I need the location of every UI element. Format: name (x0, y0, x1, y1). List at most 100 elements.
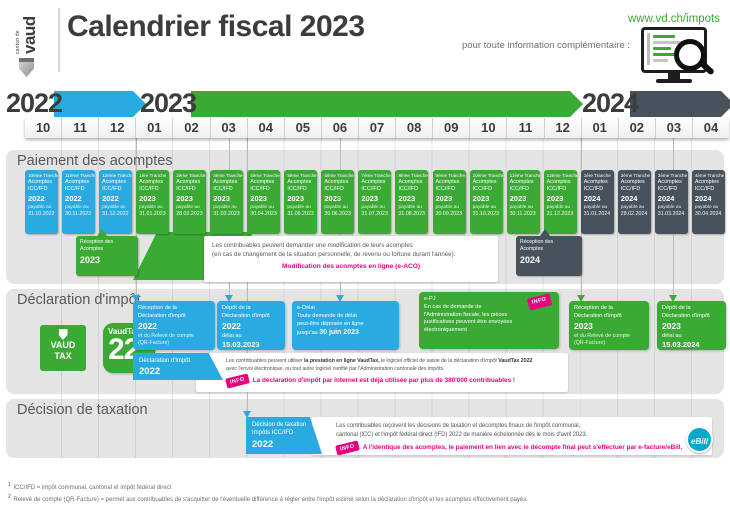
tranche-year: 2023 (509, 194, 527, 203)
tranche-ordinal: 7ème Tranche (361, 173, 391, 178)
tranche-ordinal: 11ème Tranche (65, 173, 96, 178)
tranche-iccifd-label: ICC/IFD (694, 185, 715, 192)
impots-url-link[interactable]: www.vd.ch/impots (627, 13, 720, 25)
tranche-acomptes-label: Acomptes (287, 178, 312, 185)
tranche-box: 12ème Tranche Acomptes ICC/IFD 2023 paya… (543, 170, 577, 234)
tranche-box: 11ème Tranche Acomptes ICC/IFD 2022 paya… (62, 170, 96, 234)
tranche-acomptes-label: Acomptes (102, 178, 127, 185)
taxation-highlight: A l'identique des acomptes, le paiement … (362, 444, 683, 452)
tranche-year: 2023 (324, 194, 342, 203)
month-cell: 04 (703, 120, 719, 135)
tranche-ordinal: 5ème Tranche (287, 173, 317, 178)
month-cell: 11 (507, 118, 545, 138)
tranche-ordinal: 2ème Tranche (176, 173, 206, 178)
footnotes: 1 ICC/IFD = impôt communal, cantonal et … (8, 481, 724, 505)
logo-vaud: vaud (20, 16, 39, 54)
tranche-year: 2023 (435, 194, 453, 203)
tranche-box: 7ème Tranche Acomptes ICC/IFD 2023 payab… (358, 170, 392, 234)
tranche-iccifd-label: ICC/IFD (509, 185, 530, 192)
edelai-date: 30 juin 2023 (319, 329, 359, 337)
tranche-date: 31.03.2024 (657, 210, 685, 217)
tranche-row: 10ème Tranche Acomptes ICC/IFD 2022 paya… (25, 170, 729, 234)
year-band-2022 (54, 91, 146, 117)
connector-pin (577, 295, 585, 302)
connector-pin (669, 295, 677, 302)
tranche-payable-label: payable au (176, 204, 200, 210)
tranche-payable-label: payable au (65, 204, 89, 210)
tranche-date: 30.04.2024 (694, 210, 722, 217)
tranche-ordinal: 8ème Tranche (398, 173, 428, 178)
tranche-date: 28.02.2023 (176, 210, 203, 217)
tranche-date: 31.10.2023 (472, 210, 500, 217)
tranche-box: 4ème Tranche Acomptes ICC/IFD 2024 payab… (691, 170, 725, 234)
tranche-date: 31.12.2022 (102, 210, 129, 217)
tranche-payable-label: payable au (139, 204, 163, 210)
tranche-ordinal: 12ème Tranche (546, 173, 577, 178)
tranche-ordinal: 9ème Tranche (435, 173, 465, 178)
section-title-declaration: Déclaration d'impôt (17, 292, 141, 308)
tranche-year: 2022 (28, 194, 45, 203)
tranche-date: 31.05.2023 (287, 210, 314, 217)
tranche-iccifd-label: ICC/IFD (250, 185, 270, 192)
tranche-year: 2023 (361, 194, 379, 203)
reception-acomptes-2023-box: Réception des Acomptes 2023 (76, 236, 138, 276)
reception-acomptes-2024-box: Réception des Acomptes 2024 (516, 236, 582, 276)
tranche-year: 2023 (472, 194, 490, 203)
tranche-box: 6ème Tranche Acomptes ICC/IFD 2023 payab… (321, 170, 355, 234)
tranche-iccifd-label: ICC/IFD (324, 185, 344, 192)
tranche-year: 2022 (65, 194, 82, 203)
month-cell: 03 (656, 118, 693, 138)
tranche-iccifd-label: ICC/IFD (287, 185, 307, 192)
tranche-acomptes-label: Acomptes (620, 178, 645, 185)
tranche-box: 3ème Tranche Acomptes ICC/IFD 2024 payab… (654, 170, 688, 234)
tranche-acomptes-label: Acomptes (694, 178, 719, 185)
tranche-date: 30.11.2022 (65, 210, 92, 217)
tranche-payable-label: payable au (472, 204, 497, 210)
tranche-iccifd-label: ICC/IFD (213, 185, 233, 192)
tranche-year: 2023 (213, 194, 230, 203)
section-title-taxation: Décision de taxation (17, 402, 148, 418)
tranche-iccifd-label: ICC/IFD (472, 185, 493, 192)
tranche-acomptes-label: Acomptes (361, 178, 386, 185)
tranche-payable-label: payable au (398, 204, 422, 210)
tranche-year: 2023 (546, 194, 564, 203)
tranche-year: 2024 (694, 194, 712, 203)
tranche-payable-label: payable au (657, 204, 682, 210)
tranche-acomptes-label: Acomptes (546, 178, 571, 185)
vaud-shield-icon (19, 58, 34, 77)
tranche-iccifd-label: ICC/IFD (139, 185, 159, 192)
year-label-2023: 2023 (140, 88, 197, 118)
tranche-iccifd-label: ICC/IFD (102, 185, 122, 192)
connector-pin (132, 295, 140, 302)
tranche-ordinal: 10ème Tranche (28, 173, 58, 178)
vaud-shield-small-icon (58, 329, 68, 340)
tranche-date: 31.07.2023 (361, 210, 388, 217)
info-label: pour toute information complémentaire : (462, 40, 630, 51)
tranche-acomptes-label: Acomptes (176, 178, 201, 185)
tranche-date: 31.12.2023 (546, 210, 574, 217)
acomptes-note-line1: Les contribuables peuvent demander une m… (212, 242, 413, 249)
month-cell: 10 (25, 118, 63, 138)
tranche-year: 2024 (583, 194, 601, 203)
month-cell: 09 (433, 118, 471, 138)
tranche-ordinal: 10ème Tranche (472, 173, 503, 178)
vaudtax-logo: VAUD TAX (40, 325, 86, 371)
tranche-date: 30.11.2023 (509, 210, 536, 217)
edelai-box: e-Délai Toute demande de délai peut-être… (292, 301, 399, 350)
monitor-base (656, 79, 692, 83)
reception-2024-pointer (540, 229, 550, 236)
vaudtax-paragraph: Les contribuables peuvent utiliser la pr… (196, 353, 568, 392)
tranche-iccifd-label: ICC/IFD (546, 185, 567, 192)
month-cell: 08 (396, 118, 434, 138)
acomptes-note-link: Modification des acomptes en ligne (e-AC… (281, 262, 421, 270)
tranche-box: 10ème Tranche Acomptes ICC/IFD 2022 paya… (25, 170, 58, 234)
tranche-acomptes-label: Acomptes (28, 178, 52, 185)
tranche-box: 1ère Tranche Acomptes ICC/IFD 2023 payab… (136, 170, 170, 234)
footnote-2: 2 Relevé de compte (QR-Facture) = permet… (8, 494, 528, 504)
month-cell: 12 (99, 118, 137, 138)
connector-pin (225, 295, 233, 302)
tranche-box: 2ème Tranche Acomptes ICC/IFD 2023 payab… (173, 170, 207, 234)
info-badge: INFO (335, 439, 360, 456)
month-cell: 01 (582, 118, 619, 138)
